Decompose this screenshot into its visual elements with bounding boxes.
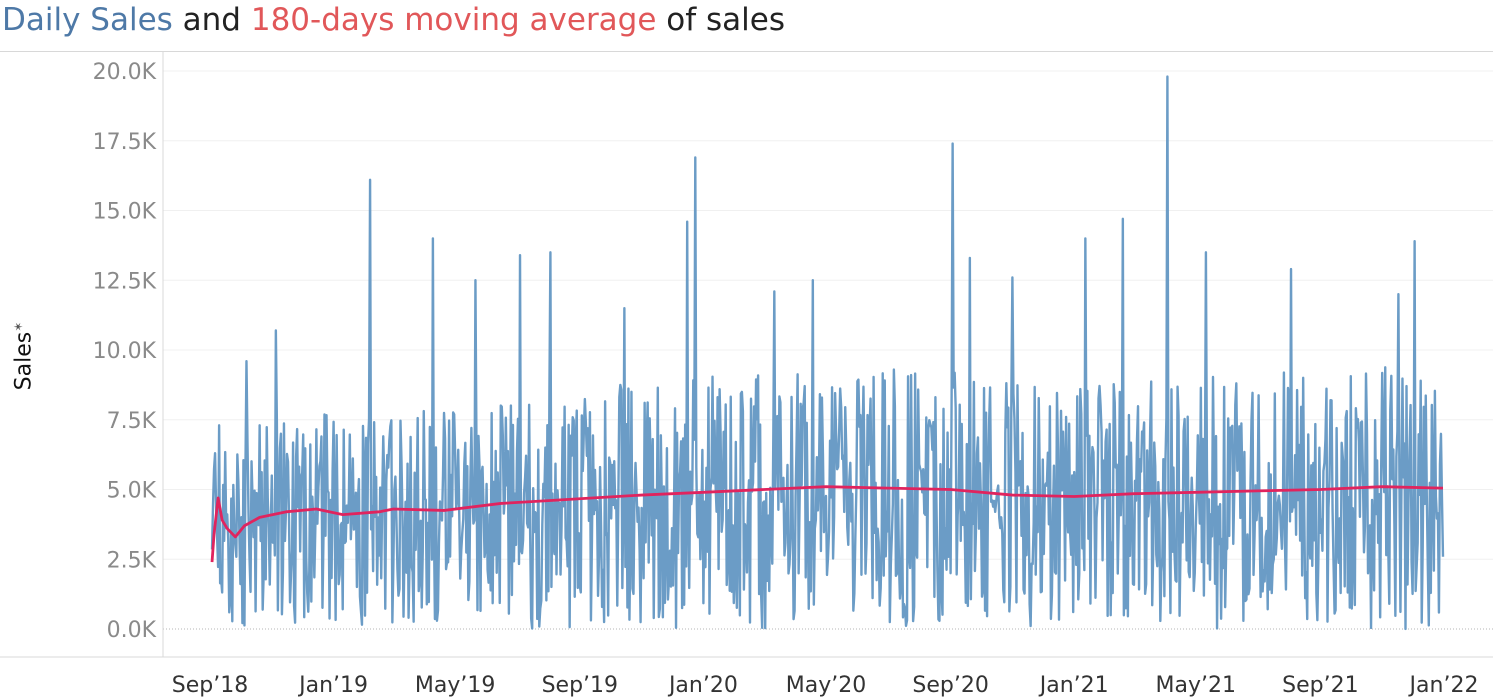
- x-tick-label: May’19: [415, 673, 495, 698]
- y-tick-label: 15.0K: [93, 200, 157, 225]
- x-tick-label: Jan’21: [1038, 673, 1109, 698]
- x-tick-label: Sep’19: [542, 673, 618, 698]
- title-of-sales: of sales: [656, 2, 786, 38]
- y-tick-label: 2.5K: [107, 548, 157, 573]
- moving-average-line: [210, 485, 1444, 563]
- x-tick-label: Jan’20: [667, 673, 738, 698]
- title-divider: [0, 51, 1493, 52]
- chart-series: [210, 75, 1445, 631]
- x-tick-label: Sep’18: [172, 673, 248, 698]
- y-tick-label: 20.0K: [93, 60, 157, 85]
- y-tick-label: 7.5K: [107, 409, 157, 434]
- title-daily-sales: Daily Sales: [2, 2, 173, 38]
- y-tick-label: 10.0K: [93, 339, 157, 364]
- x-tick-label: Sep’20: [912, 673, 988, 698]
- x-tick-label: May’21: [1156, 673, 1236, 698]
- daily-sales-line: [210, 75, 1445, 631]
- x-axis-ticks: Sep’18 Jan’19 May’19 Sep’19 Jan’20 May’20 Sep’…: [172, 673, 1479, 698]
- x-tick-label: Jan’19: [297, 673, 368, 698]
- x-tick-label: May’20: [786, 673, 866, 698]
- x-tick-label: Jan’22: [1408, 673, 1479, 698]
- x-tick-label: Sep’21: [1282, 673, 1358, 698]
- title-moving-average: 180-days moving average: [250, 2, 657, 38]
- title-and: and: [172, 2, 251, 38]
- chart-title: Daily Sales and 180-days moving average …: [2, 0, 785, 44]
- y-tick-label: 5.0K: [107, 479, 157, 504]
- y-tick-label: 17.5K: [93, 130, 157, 155]
- y-tick-label: 0.0K: [107, 618, 157, 643]
- y-tick-label: 12.5K: [93, 269, 157, 294]
- y-axis-ticks: 0.0K 2.5K 5.0K 7.5K 10.0K 12.5K 15.0K 17.5K 20.0…: [93, 60, 157, 643]
